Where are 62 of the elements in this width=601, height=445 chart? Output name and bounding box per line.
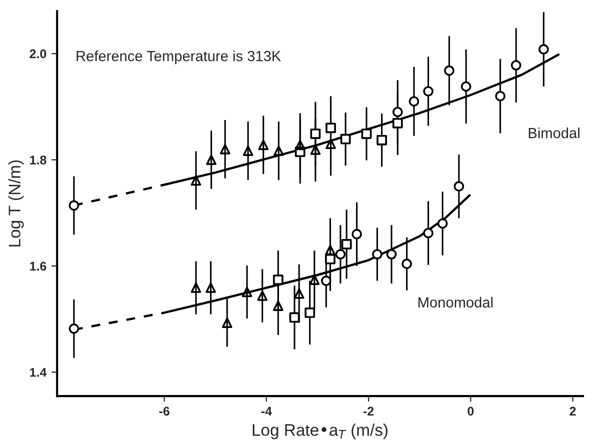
y-tick-label: 1.4	[30, 368, 47, 377]
point	[206, 154, 216, 165]
point	[340, 134, 351, 144]
point	[310, 144, 321, 155]
point	[222, 318, 232, 328]
annotation: Reference Temperature is 313K	[76, 50, 281, 64]
point	[423, 86, 434, 96]
point	[273, 146, 284, 156]
point	[326, 122, 336, 134]
point	[294, 140, 306, 150]
y-axis-title: Log T (N/m)	[8, 160, 24, 246]
point	[257, 290, 268, 301]
point	[309, 274, 320, 285]
point	[190, 282, 202, 293]
point	[361, 128, 372, 139]
point	[454, 181, 464, 192]
point	[341, 239, 352, 250]
point	[258, 140, 269, 150]
point	[408, 96, 420, 107]
x-tick-label: 0	[468, 406, 474, 416]
point	[423, 228, 434, 238]
point	[242, 146, 254, 156]
point	[220, 144, 230, 154]
point	[444, 65, 454, 76]
point	[402, 258, 412, 270]
point	[68, 323, 80, 334]
point	[325, 254, 336, 264]
point	[352, 228, 362, 240]
point	[376, 134, 387, 146]
annotation: Monomodal	[418, 296, 493, 308]
point	[495, 90, 506, 102]
point	[335, 249, 346, 260]
x-tick-label: 2	[570, 406, 576, 416]
point	[326, 138, 336, 150]
point	[392, 118, 403, 128]
point	[272, 274, 284, 285]
point	[386, 249, 397, 260]
point	[320, 276, 332, 286]
point	[538, 44, 549, 55]
point	[437, 218, 448, 229]
point	[510, 60, 522, 70]
point	[68, 200, 80, 211]
annotation: Bimodal	[528, 128, 580, 138]
point	[372, 249, 382, 260]
point	[460, 81, 472, 92]
point	[392, 106, 403, 118]
x-tick-label: -6	[159, 406, 170, 416]
point	[325, 244, 336, 256]
y-tick-label: 2.0	[30, 49, 46, 58]
point	[294, 288, 304, 299]
y-tick-label: 1.6	[30, 262, 46, 271]
x-axis-title: Log Rate•a$_{T}$ (m/s)	[252, 424, 388, 440]
x-tick-label: -2	[363, 406, 374, 416]
y-tick-label: 1.8	[30, 156, 46, 164]
point	[206, 282, 216, 293]
point	[242, 286, 252, 298]
point	[272, 300, 284, 311]
point	[289, 312, 300, 323]
point	[304, 308, 316, 318]
point	[310, 128, 321, 139]
point	[190, 175, 202, 186]
x-tick-label: -4	[261, 406, 272, 416]
